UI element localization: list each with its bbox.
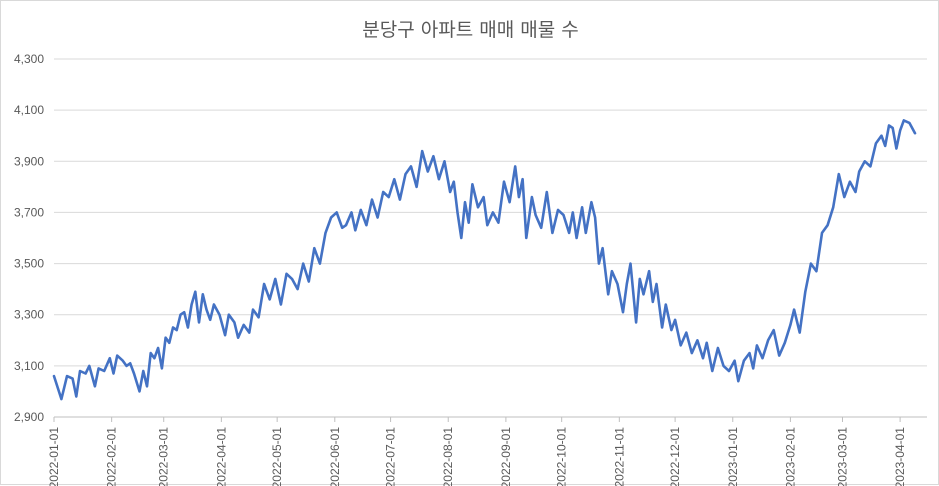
x-tick-label: 2022-04-01: [214, 427, 228, 486]
x-tick-label: 2022-01-01: [47, 427, 61, 486]
x-tick-label: 2022-10-01: [555, 427, 569, 486]
x-tick-label: 2023-02-01: [783, 427, 797, 486]
y-tick-label: 2,900: [14, 410, 44, 424]
y-tick-label: 4,100: [14, 103, 44, 117]
x-tick-label: 2023-04-01: [893, 427, 907, 486]
chart-title: 분당구 아파트 매매 매물 수: [362, 19, 579, 41]
x-tick-label: 2022-09-01: [499, 427, 513, 486]
x-tick-label: 2022-03-01: [157, 427, 171, 486]
x-tick-label: 2022-05-01: [270, 427, 284, 486]
x-tick-label: 2022-08-01: [441, 427, 455, 486]
x-tick-label: 2023-03-01: [835, 427, 849, 486]
y-tick-label: 3,300: [14, 308, 44, 322]
y-tick-label: 3,900: [14, 154, 44, 168]
y-tick-label: 3,500: [14, 257, 44, 271]
x-tick-label: 2022-06-01: [328, 427, 342, 486]
x-tick-label: 2023-01-01: [726, 427, 740, 486]
y-tick-label: 4,300: [14, 52, 44, 66]
x-tick-label: 2022-11-01: [612, 427, 626, 486]
x-tick-label: 2022-12-01: [668, 427, 682, 486]
y-tick-label: 3,100: [14, 359, 44, 373]
x-tick-label: 2022-02-01: [105, 427, 119, 486]
x-tick-label: 2022-07-01: [384, 427, 398, 486]
y-tick-label: 3,700: [14, 205, 44, 219]
series-line: [52, 119, 917, 401]
